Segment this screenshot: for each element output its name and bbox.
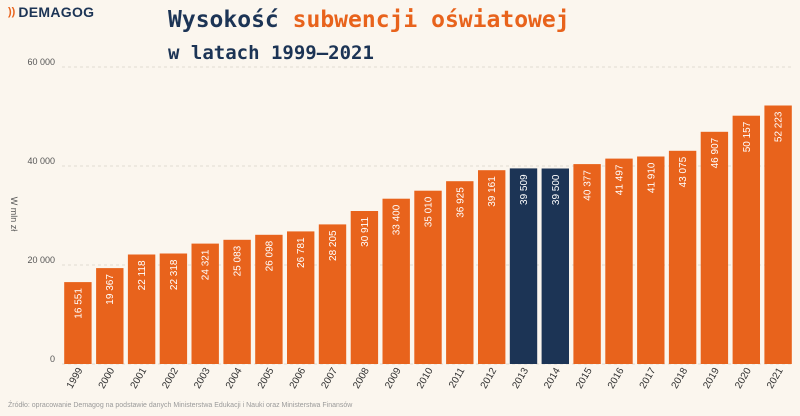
x-tick-label-2013: 2013: [510, 366, 531, 391]
bar-2010: [414, 190, 442, 364]
title-part-1: Wysokość: [168, 7, 279, 33]
x-tick-label-1999: 1999: [65, 366, 86, 391]
data-label-2009: 33 400: [392, 204, 403, 235]
data-label-2019: 46 907: [710, 137, 721, 168]
bar-2006: [287, 231, 315, 364]
y-tick-label: 20 000: [27, 255, 55, 265]
data-label-2008: 30 911: [360, 217, 371, 247]
bar-2019: [700, 131, 729, 364]
bar-2003: [191, 243, 219, 364]
data-label-2016: 41 497: [615, 164, 626, 195]
logo-mark: )): [8, 6, 16, 18]
bar-2012: [478, 170, 506, 364]
bar-2011: [446, 181, 474, 364]
x-tick-label-2017: 2017: [638, 366, 659, 391]
title-line-2: w latach 1999–2021: [168, 42, 374, 64]
x-tick-label-2000: 2000: [97, 366, 118, 391]
bar-2021: [764, 105, 792, 364]
x-tick-label-2002: 2002: [160, 366, 181, 391]
bar-2015: [573, 164, 601, 364]
data-label-2013: 39 509: [519, 174, 530, 205]
x-tick-label-2007: 2007: [319, 366, 340, 391]
x-tick-label-2016: 2016: [606, 366, 627, 391]
bar-2009: [382, 198, 410, 364]
data-label-2021: 52 223: [774, 111, 785, 142]
data-label-2004: 25 083: [233, 245, 244, 276]
bar-2013: [509, 168, 538, 364]
data-label-2018: 43 075: [678, 156, 689, 187]
y-axis-label: W mln zł: [9, 197, 19, 232]
x-tick-label-2001: 2001: [129, 366, 150, 391]
data-label-2002: 22 318: [169, 259, 180, 290]
bar-2001: [127, 254, 156, 364]
footnote: Źródło: opracowanie Demagog na podstawie…: [8, 402, 353, 409]
y-tick-label: 60 000: [27, 57, 55, 67]
y-tick-label: 0: [50, 354, 55, 364]
data-label-2005: 26 098: [264, 240, 275, 271]
data-label-2003: 24 321: [201, 249, 212, 280]
chart-title: Wysokość subwencji oświatowej w latach 1…: [168, 6, 728, 66]
bar-2007: [318, 224, 347, 364]
bar-2008: [350, 211, 379, 364]
y-tick-label: 40 000: [27, 156, 55, 166]
bar-2020: [732, 115, 760, 364]
x-tick-label-2014: 2014: [542, 366, 563, 391]
data-label-2012: 39 161: [487, 176, 498, 207]
bar-2014: [541, 168, 569, 364]
x-tick-label-2011: 2011: [447, 366, 467, 391]
x-tick-label-2012: 2012: [479, 366, 500, 391]
data-label-1999: 16 551: [73, 288, 84, 319]
x-tick-label-2021: 2021: [765, 366, 786, 391]
x-tick-label-2019: 2019: [701, 366, 722, 391]
x-tick-label-2015: 2015: [574, 366, 595, 391]
x-tick-label-2010: 2010: [415, 366, 436, 391]
data-label-2001: 22 118: [137, 260, 148, 290]
data-label-2017: 41 910: [646, 162, 657, 193]
logo-text: DEMAGOG: [18, 4, 95, 20]
x-tick-label-2009: 2009: [383, 366, 404, 391]
x-tick-label-2018: 2018: [670, 366, 691, 391]
data-label-2000: 19 367: [105, 274, 116, 305]
data-label-2020: 50 157: [742, 121, 753, 152]
data-label-2011: 36 925: [455, 187, 466, 218]
bar-2018: [668, 150, 697, 364]
x-tick-label-2008: 2008: [351, 366, 372, 391]
data-label-2007: 28 205: [328, 230, 339, 261]
bar-2005: [255, 234, 283, 364]
bar-2016: [605, 158, 633, 364]
data-label-2010: 35 010: [424, 196, 435, 227]
data-label-2015: 40 377: [583, 170, 594, 201]
bar-1999: [64, 282, 92, 364]
data-label-2006: 26 781: [296, 237, 307, 268]
x-tick-label-2003: 2003: [192, 366, 213, 391]
bar-2000: [96, 268, 124, 364]
data-label-2014: 39 500: [551, 174, 562, 205]
bar-2002: [159, 253, 188, 364]
x-tick-label-2020: 2020: [733, 366, 754, 391]
x-tick-label-2006: 2006: [288, 366, 309, 391]
title-part-2: subwencji oświatowej: [292, 7, 570, 33]
x-tick-label-2005: 2005: [256, 366, 277, 391]
bar-2004: [223, 239, 251, 364]
logo: )) DEMAGOG: [8, 4, 94, 20]
x-tick-label-2004: 2004: [224, 366, 245, 391]
bar-2017: [637, 156, 665, 364]
